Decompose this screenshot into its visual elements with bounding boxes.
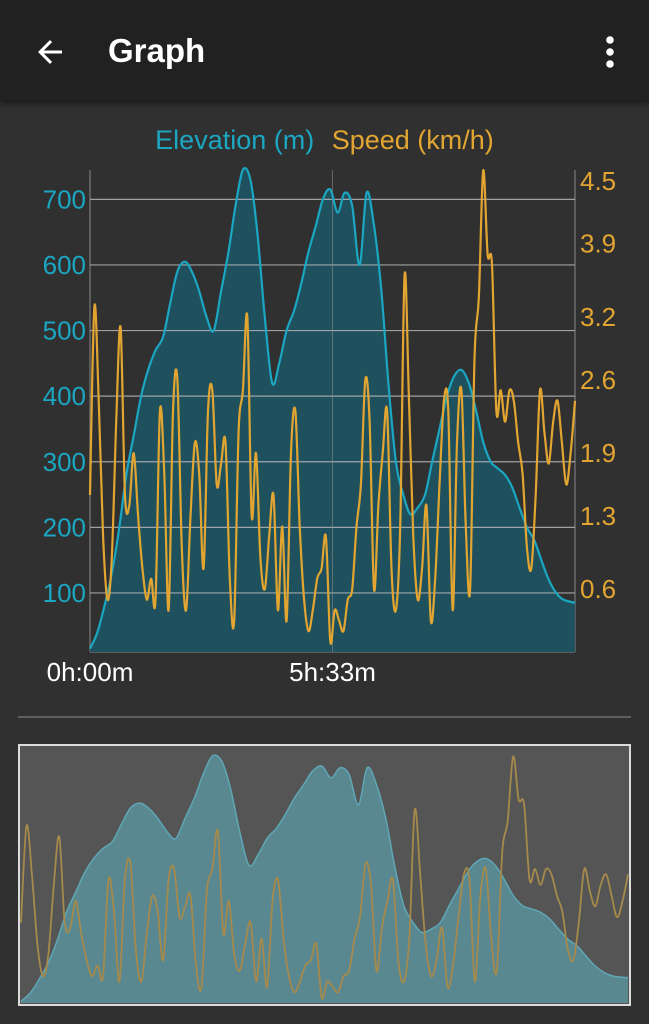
elevation-line: [88, 166, 576, 650]
overview-chart[interactable]: [18, 744, 631, 1006]
y2-tick-label: 2.6: [580, 365, 616, 395]
back-button[interactable]: [24, 26, 76, 78]
more-vertical-icon: [606, 36, 614, 68]
y2-tick-label: 1.9: [580, 438, 616, 468]
overview-elevation-area: [21, 755, 628, 1003]
y-tick-label: 300: [43, 447, 86, 477]
page-title: Graph: [108, 32, 206, 69]
chart-legend: Elevation (m) Speed (km/h): [0, 122, 649, 158]
app-bar: Graph: [0, 0, 649, 101]
y-tick-label: 200: [43, 512, 86, 542]
speed-line: [88, 169, 577, 645]
y2-tick-label: 3.9: [580, 229, 616, 259]
y2-tick-label: 0.6: [580, 574, 616, 604]
y2-tick-label: 4.5: [580, 166, 616, 196]
y-tick-label: 400: [43, 381, 86, 411]
y2-tick-label: 3.2: [580, 302, 616, 332]
x-tick-label: 0h:00m: [47, 657, 134, 687]
divider: [18, 716, 631, 718]
legend-speed: Speed (km/h): [331, 125, 494, 155]
y2-tick-label: 1.3: [580, 501, 616, 531]
x-tick-label: 5h:33m: [289, 657, 376, 687]
legend-elevation: Elevation (m): [155, 125, 315, 155]
overview-elevation-line: [20, 754, 629, 1002]
overview-speed-line: [20, 755, 629, 1000]
overflow-menu-button[interactable]: [586, 26, 634, 78]
y-tick-label: 100: [43, 578, 86, 608]
y-tick-label: 500: [43, 316, 86, 346]
y-tick-label: 700: [43, 184, 86, 214]
arrow-left-icon: [38, 40, 62, 64]
elevation-speed-chart[interactable]: 100 200 300 400 500 600 700 0.6 1.3 1.9 2.6 3.2 3.9 4…: [0, 160, 649, 700]
y-tick-label: 600: [43, 250, 86, 280]
